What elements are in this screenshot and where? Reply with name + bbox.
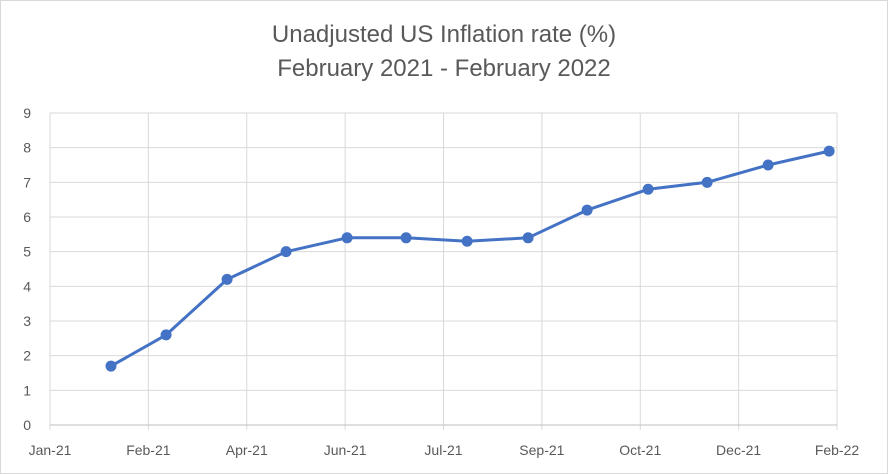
- data-point: [160, 329, 172, 341]
- data-point: [522, 232, 534, 244]
- data-point: [280, 246, 292, 258]
- x-tick-label: Oct-21: [619, 442, 661, 458]
- y-tick-label: 5: [23, 244, 31, 260]
- x-tick-label: Apr-21: [226, 442, 268, 458]
- data-point: [581, 204, 593, 216]
- series-line: [109, 149, 831, 368]
- data-point: [642, 183, 654, 195]
- y-tick-label: 4: [23, 278, 31, 294]
- x-tick-label: Jul-21: [424, 442, 462, 458]
- chart-title-block: Unadjusted US Inflation rate (%) Februar…: [0, 18, 888, 86]
- data-point: [105, 360, 117, 372]
- x-tick-label: Feb-22: [815, 442, 860, 458]
- x-axis-tick-labels: Jan-21 Feb-21 Apr-21 Jun-21 Jul-21 Sep-21 Oct-…: [29, 442, 860, 458]
- x-tick-label: Sep-21: [519, 442, 564, 458]
- y-tick-label: 0: [23, 417, 31, 433]
- y-tick-label: 9: [23, 105, 31, 121]
- chart-subtitle: February 2021 - February 2022: [277, 55, 611, 82]
- data-series: [105, 145, 835, 372]
- chart-title: Unadjusted US Inflation rate (%): [271, 21, 617, 48]
- gridlines: [50, 112, 838, 425]
- data-point: [823, 145, 835, 157]
- y-tick-label: 3: [23, 313, 31, 329]
- data-point: [400, 232, 412, 244]
- y-tick-label: 8: [23, 140, 31, 156]
- x-tick-label: Jun-21: [324, 442, 367, 458]
- data-point: [762, 159, 774, 171]
- y-tick-label: 1: [23, 382, 31, 398]
- y-tick-label: 6: [23, 209, 31, 225]
- x-tick-label: Feb-21: [126, 442, 171, 458]
- data-point: [701, 176, 713, 188]
- y-tick-label: 2: [23, 348, 31, 364]
- x-tick-label: Jan-21: [29, 442, 72, 458]
- data-point: [461, 235, 473, 247]
- y-axis-tick-labels: 0 1 2 3 4 5 6 7 8 9: [23, 105, 31, 433]
- axes: [49, 113, 838, 430]
- data-point: [341, 232, 353, 244]
- y-tick-label: 7: [23, 174, 31, 190]
- data-point: [221, 273, 233, 285]
- x-tick-label: Dec-21: [716, 442, 761, 458]
